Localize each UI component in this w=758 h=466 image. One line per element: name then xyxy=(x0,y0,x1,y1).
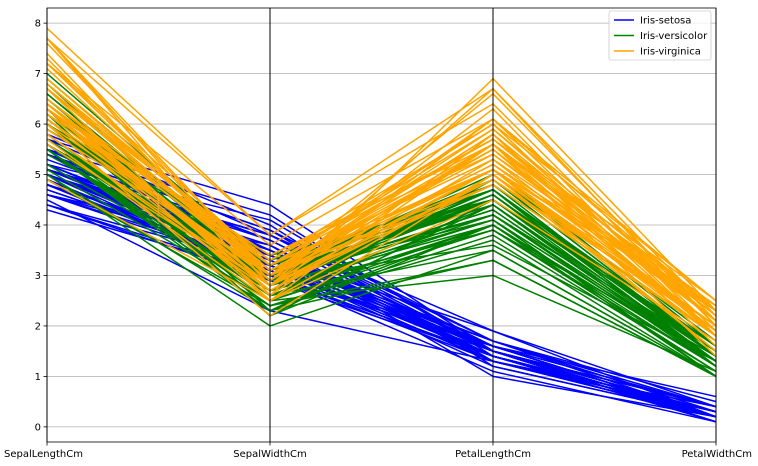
series-2-line-17 xyxy=(46,37,717,317)
legend-frame xyxy=(608,10,712,61)
x-tick-labels: SepalLengthCm SepalWidthCm PetalLengthCm Pe… xyxy=(4,442,752,460)
series-2-line-19 xyxy=(46,123,717,352)
xtick-label-PetalWidthCm: PetalWidthCm xyxy=(682,449,752,460)
series-2-line-47 xyxy=(46,98,717,327)
ytick-label-4: 4 xyxy=(35,221,41,232)
legend-label-2: Iris-virginica xyxy=(640,47,701,58)
ytick-label-3: 3 xyxy=(35,271,41,282)
ytick-label-6: 6 xyxy=(35,120,41,131)
series-2-line-6 xyxy=(46,178,717,342)
series-lines xyxy=(46,27,717,423)
ytick-label-5: 5 xyxy=(35,170,41,181)
xtick-label-PetalLengthCm: PetalLengthCm xyxy=(455,449,531,460)
grid-lines xyxy=(47,22,716,428)
legend: Iris-setosa Iris-versicolor Iris-virginica xyxy=(608,10,712,61)
ytick-label-8: 8 xyxy=(35,19,41,30)
ytick-label-1: 1 xyxy=(35,372,41,383)
series-2-line-48 xyxy=(46,113,717,312)
series-2-line-32 xyxy=(46,103,717,317)
series-1-line-39 xyxy=(46,148,717,362)
legend-label-1: Iris-versicolor xyxy=(640,31,708,42)
series-2-line-42 xyxy=(46,133,717,332)
series-1-line-43 xyxy=(46,173,717,378)
series-2-line-44 xyxy=(46,88,717,302)
series-2-line-9 xyxy=(46,62,717,302)
series-2-line-49 xyxy=(46,128,717,337)
ytick-label-0: 0 xyxy=(35,422,41,433)
legend-label-0: Iris-setosa xyxy=(640,16,691,27)
ytick-label-2: 2 xyxy=(35,321,41,332)
ytick-label-7: 7 xyxy=(35,69,41,80)
series-2-line-22 xyxy=(46,37,717,327)
xtick-label-SepalLengthCm: SepalLengthCm xyxy=(4,449,83,460)
series-1-line-31 xyxy=(46,148,717,378)
xtick-label-SepalWidthCm: SepalWidthCm xyxy=(233,449,307,460)
series-2-line-40 xyxy=(46,88,717,307)
y-tick-labels: 0 1 2 3 4 5 6 7 8 xyxy=(35,19,47,433)
series-1-line-48 xyxy=(46,168,717,373)
